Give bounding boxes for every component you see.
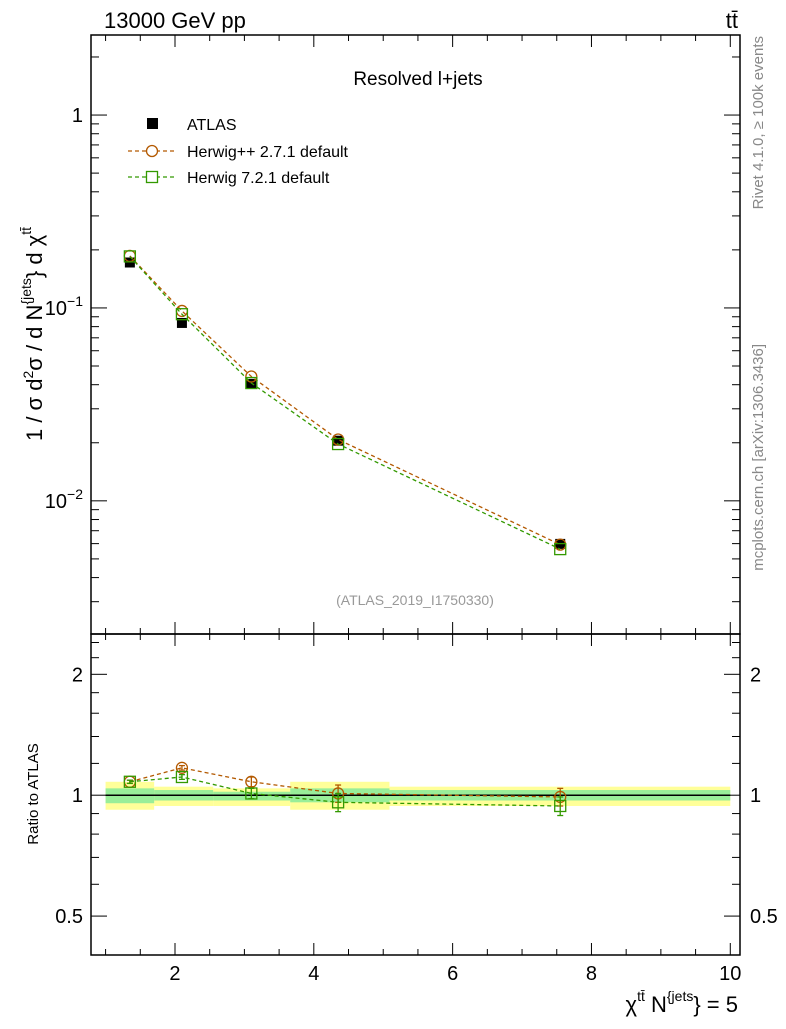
main-y-tick-label: 10−2 (45, 486, 83, 513)
x-tick-label: 10 (719, 963, 741, 985)
ratio-y-tick-label-right: 2 (750, 664, 761, 686)
chart-title: Resolved l+jets (353, 69, 482, 90)
main-y-axis-label: 1 / σ d2σ / d N{jets} d χtt̄ (18, 227, 47, 441)
ratio-point-herwigpp (175, 761, 189, 774)
data-point-herwig7 (331, 437, 345, 451)
series-line (129, 255, 561, 550)
data-point-herwig7 (123, 250, 137, 263)
ratio-y-tick-label-right: 0.5 (750, 906, 778, 928)
ratio-frame (90, 633, 741, 956)
x-tick-label: 4 (308, 963, 319, 985)
ratio-panel (90, 633, 741, 956)
series-line (129, 255, 561, 546)
ratio-point-herwig7 (123, 775, 137, 788)
data-point-herwig7 (245, 376, 258, 390)
ratio-y-tick-label: 1 (72, 785, 83, 807)
x-tick-label: 8 (586, 963, 597, 985)
data-point-herwigpp (245, 370, 258, 383)
main-y-tick-label: 1 (72, 105, 83, 127)
legend-herwigpp-marker (145, 144, 159, 158)
energy-label: 13000 GeV pp (104, 8, 246, 33)
main-y-tick-label: 10−1 (45, 293, 83, 320)
x-axis-label: χtt̄ N{jets} = 5 (626, 988, 738, 1017)
ratio-point-herwig7 (175, 770, 189, 784)
ratio-y-axis-label: Ratio to ATLAS (25, 743, 42, 844)
x-tick-label: 2 (169, 963, 180, 985)
data-point-atlas (176, 317, 187, 328)
data-point-herwig7 (554, 542, 567, 556)
x-tick-label: 6 (447, 963, 458, 985)
ratio-y-tick-label: 0.5 (55, 906, 83, 928)
ratio-y-tick-label: 2 (72, 664, 83, 686)
analysis-label: (ATLAS_2019_I1750330) (336, 592, 494, 608)
rivet-label: Rivet 4.1.0, ≥ 100k events (750, 36, 767, 209)
legend-herwig7-marker (145, 170, 159, 184)
legend-herwig7-label: Herwig 7.2.1 default (187, 170, 330, 187)
data-point-herwig7 (175, 308, 189, 321)
mcplots-label: mcplots.cern.ch [arXiv:1306.3436] (750, 344, 767, 571)
process-label: tt̄ (726, 8, 738, 33)
data-point-atlas (333, 435, 344, 446)
ratio-point-herwig7 (331, 796, 345, 809)
legend-herwigpp-label: Herwig++ 2.7.1 default (187, 144, 349, 161)
legend: ATLAS Herwig++ 2.7.1 default Herwig 7.2.… (128, 117, 349, 187)
ratio-point-herwig7 (554, 799, 567, 813)
ratio-point-herwigpp (245, 775, 258, 788)
legend-atlas-marker (147, 118, 158, 129)
ratio-series-line (129, 767, 561, 798)
legend-atlas-label: ATLAS (187, 117, 237, 134)
ratio-y-tick-label-right: 1 (750, 785, 761, 807)
ratio-point-herwig7 (245, 787, 258, 800)
data-point-atlas (246, 378, 257, 389)
